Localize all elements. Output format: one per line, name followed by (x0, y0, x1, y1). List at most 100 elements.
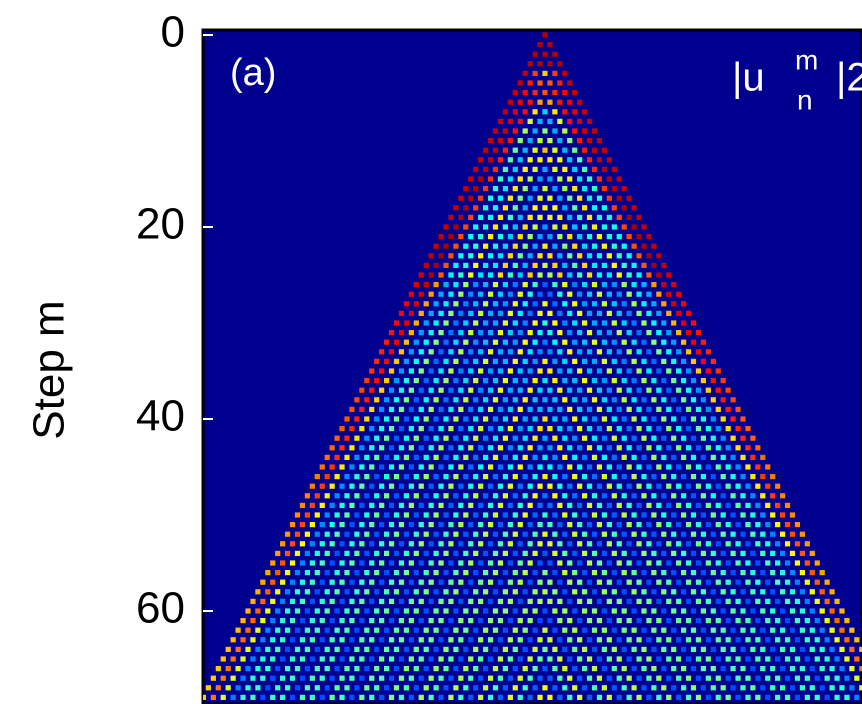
cell (690, 531, 697, 537)
cell (309, 675, 315, 681)
cell (542, 358, 548, 364)
cell (685, 502, 692, 508)
cell (651, 627, 657, 633)
cell (379, 445, 385, 451)
cell (577, 618, 583, 624)
cell (473, 301, 479, 307)
cell (794, 560, 801, 566)
cell (567, 445, 573, 451)
cell (502, 262, 508, 268)
cell (388, 522, 395, 528)
cell (809, 646, 815, 652)
cell (572, 646, 578, 652)
cell (314, 666, 320, 672)
cell (542, 646, 548, 652)
cell (745, 618, 751, 624)
cell (641, 262, 647, 268)
cell (522, 166, 528, 172)
cell (334, 454, 340, 460)
cell (567, 483, 573, 489)
cell (314, 493, 320, 499)
cell (502, 320, 508, 326)
cell (804, 675, 810, 681)
cell (690, 512, 697, 518)
cell (611, 550, 617, 556)
cell (354, 589, 360, 595)
cell (651, 531, 657, 537)
cell (547, 138, 553, 144)
cell (344, 454, 350, 460)
cell (354, 608, 360, 614)
cell (666, 291, 672, 297)
cell (225, 646, 231, 652)
cell (418, 291, 424, 297)
cell (468, 637, 474, 643)
cell (626, 694, 632, 700)
cell (393, 550, 400, 556)
cell (631, 416, 637, 422)
cell (354, 435, 360, 441)
cell (403, 358, 409, 364)
cell (710, 570, 716, 576)
cell (601, 147, 607, 153)
cell (606, 157, 612, 163)
cell (250, 618, 256, 624)
cell (418, 406, 424, 412)
cell (527, 406, 533, 412)
cell (770, 474, 776, 480)
cell (359, 502, 365, 508)
cell (398, 310, 405, 316)
cell (512, 627, 518, 633)
y-tick-label: 40 (136, 392, 185, 441)
cell (393, 531, 400, 537)
cell (458, 502, 464, 508)
cell (611, 627, 617, 633)
cell (582, 186, 588, 192)
cell (582, 493, 588, 499)
cell (468, 291, 474, 297)
cell (453, 282, 459, 288)
cell (527, 656, 533, 662)
cell (349, 464, 355, 470)
cell (473, 224, 479, 230)
cell (492, 550, 499, 556)
cell (502, 147, 508, 153)
cell (413, 358, 419, 364)
cell (606, 560, 612, 566)
cell (294, 531, 301, 537)
cell (671, 282, 677, 288)
cell (413, 589, 419, 595)
cell (408, 618, 414, 624)
cell (577, 656, 583, 662)
cell (532, 512, 538, 518)
cell (522, 550, 528, 556)
cell (661, 493, 667, 499)
cell (601, 685, 607, 691)
cell (463, 378, 469, 384)
cell (586, 483, 593, 489)
cell (309, 522, 315, 528)
cell (730, 570, 736, 576)
cell (596, 675, 603, 681)
cell (582, 205, 588, 211)
cell (661, 339, 667, 345)
cell (656, 541, 662, 547)
cell (784, 502, 791, 508)
cell (784, 618, 791, 624)
cell (661, 435, 667, 441)
cell (487, 253, 494, 259)
cell (601, 416, 607, 422)
cell (621, 570, 627, 576)
cell (468, 387, 474, 393)
cell (651, 493, 657, 499)
cell (616, 349, 622, 355)
cell (512, 320, 518, 326)
cell (770, 531, 776, 537)
cell (695, 330, 702, 336)
cell (319, 694, 325, 700)
cell (755, 560, 761, 566)
cell (547, 310, 553, 316)
cell (349, 675, 355, 681)
cell (433, 570, 439, 576)
cell (458, 694, 464, 700)
